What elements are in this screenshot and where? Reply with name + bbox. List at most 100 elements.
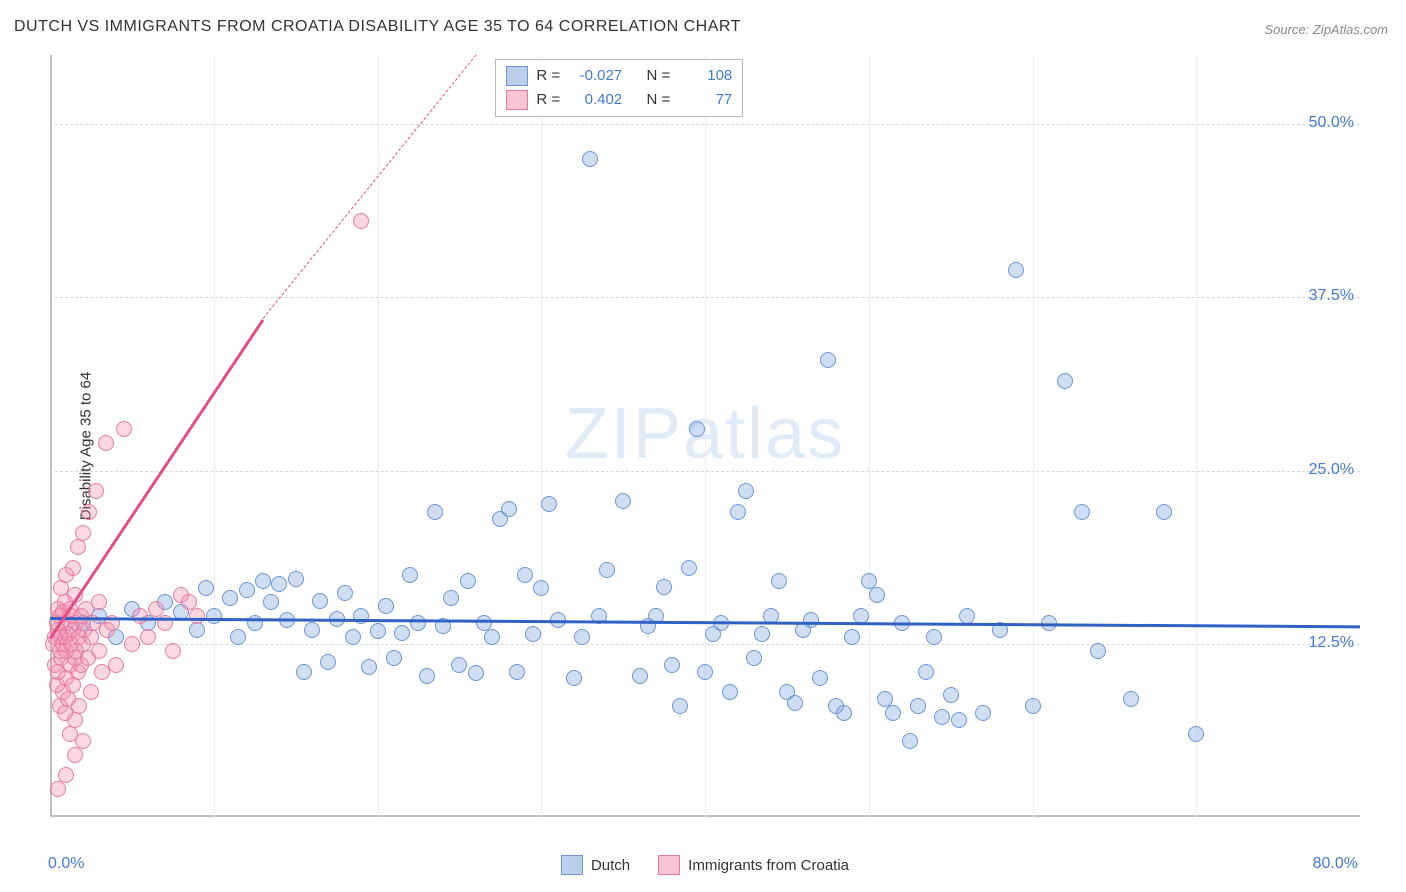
vgridline (1196, 55, 1197, 817)
scatter-point (320, 654, 336, 670)
scatter-point (820, 352, 836, 368)
legend-label: Dutch (591, 857, 630, 874)
scatter-point (722, 684, 738, 700)
stats-legend: R =-0.027 N =108R =0.402 N =77 (495, 59, 743, 117)
scatter-point (443, 590, 459, 606)
legend-swatch (658, 855, 680, 875)
scatter-point (1008, 262, 1024, 278)
legend-item: Immigrants from Croatia (658, 855, 849, 875)
n-value: 108 (678, 64, 732, 88)
scatter-point (88, 483, 104, 499)
scatter-point (1090, 643, 1106, 659)
scatter-point (67, 712, 83, 728)
stats-legend-row: R =0.402 N =77 (506, 88, 732, 112)
scatter-point (312, 593, 328, 609)
x-tick-label: 0.0% (48, 855, 84, 873)
scatter-point (746, 650, 762, 666)
scatter-point (410, 615, 426, 631)
scatter-point (65, 677, 81, 693)
scatter-point (83, 684, 99, 700)
scatter-point (189, 622, 205, 638)
scatter-point (98, 435, 114, 451)
legend-label: Immigrants from Croatia (688, 857, 849, 874)
scatter-point (239, 582, 255, 598)
y-tick-label: 25.0% (1309, 461, 1354, 479)
scatter-point (517, 567, 533, 583)
scatter-point (582, 151, 598, 167)
scatter-point (386, 650, 402, 666)
stats-legend-row: R =-0.027 N =108 (506, 64, 732, 88)
legend-swatch (506, 90, 528, 110)
scatter-point (304, 622, 320, 638)
scatter-point (75, 525, 91, 541)
scatter-point (844, 629, 860, 645)
source-attribution: Source: ZipAtlas.com (1264, 22, 1388, 37)
scatter-point (271, 576, 287, 592)
vgridline (869, 55, 870, 817)
n-label: N = (647, 88, 671, 112)
vgridline (214, 55, 215, 817)
plot-area: ZIPatlas 12.5%25.0%37.5%50.0%0.0%80.0%R … (50, 55, 1360, 845)
scatter-point (664, 657, 680, 673)
scatter-point (509, 664, 525, 680)
legend-swatch (506, 66, 528, 86)
scatter-point (288, 571, 304, 587)
scatter-point (394, 625, 410, 641)
scatter-point (1025, 698, 1041, 714)
scatter-point (975, 705, 991, 721)
scatter-point (918, 664, 934, 680)
scatter-point (869, 587, 885, 603)
vgridline (541, 55, 542, 817)
scatter-point (70, 539, 86, 555)
scatter-point (81, 504, 97, 520)
scatter-point (533, 580, 549, 596)
scatter-point (198, 580, 214, 596)
scatter-point (230, 629, 246, 645)
scatter-point (615, 493, 631, 509)
scatter-point (681, 560, 697, 576)
scatter-point (951, 712, 967, 728)
scatter-point (754, 626, 770, 642)
scatter-point (574, 629, 590, 645)
y-tick-label: 37.5% (1309, 287, 1354, 305)
scatter-point (902, 733, 918, 749)
scatter-point (67, 747, 83, 763)
scatter-point (787, 695, 803, 711)
scatter-point (910, 698, 926, 714)
vgridline (705, 55, 706, 817)
scatter-point (803, 612, 819, 628)
scatter-point (124, 636, 140, 652)
scatter-point (337, 585, 353, 601)
vgridline (378, 55, 379, 817)
scatter-point (1156, 504, 1172, 520)
scatter-point (926, 629, 942, 645)
scatter-point (140, 629, 156, 645)
scatter-point (632, 668, 648, 684)
legend-swatch (561, 855, 583, 875)
trend-line (262, 55, 476, 319)
scatter-point (484, 629, 500, 645)
scatter-point (525, 626, 541, 642)
scatter-point (468, 665, 484, 681)
scatter-point (738, 483, 754, 499)
scatter-point (1188, 726, 1204, 742)
legend-item: Dutch (561, 855, 630, 875)
scatter-point (71, 698, 87, 714)
scatter-point (501, 501, 517, 517)
scatter-point (263, 594, 279, 610)
scatter-point (460, 573, 476, 589)
scatter-point (1074, 504, 1090, 520)
scatter-point (116, 421, 132, 437)
scatter-point (75, 733, 91, 749)
r-label: R = (536, 88, 560, 112)
scatter-point (672, 698, 688, 714)
scatter-point (91, 643, 107, 659)
scatter-point (885, 705, 901, 721)
scatter-point (132, 608, 148, 624)
scatter-point (353, 213, 369, 229)
scatter-point (345, 629, 361, 645)
scatter-point (566, 670, 582, 686)
y-tick-label: 50.0% (1309, 114, 1354, 132)
scatter-point (361, 659, 377, 675)
scatter-point (165, 643, 181, 659)
